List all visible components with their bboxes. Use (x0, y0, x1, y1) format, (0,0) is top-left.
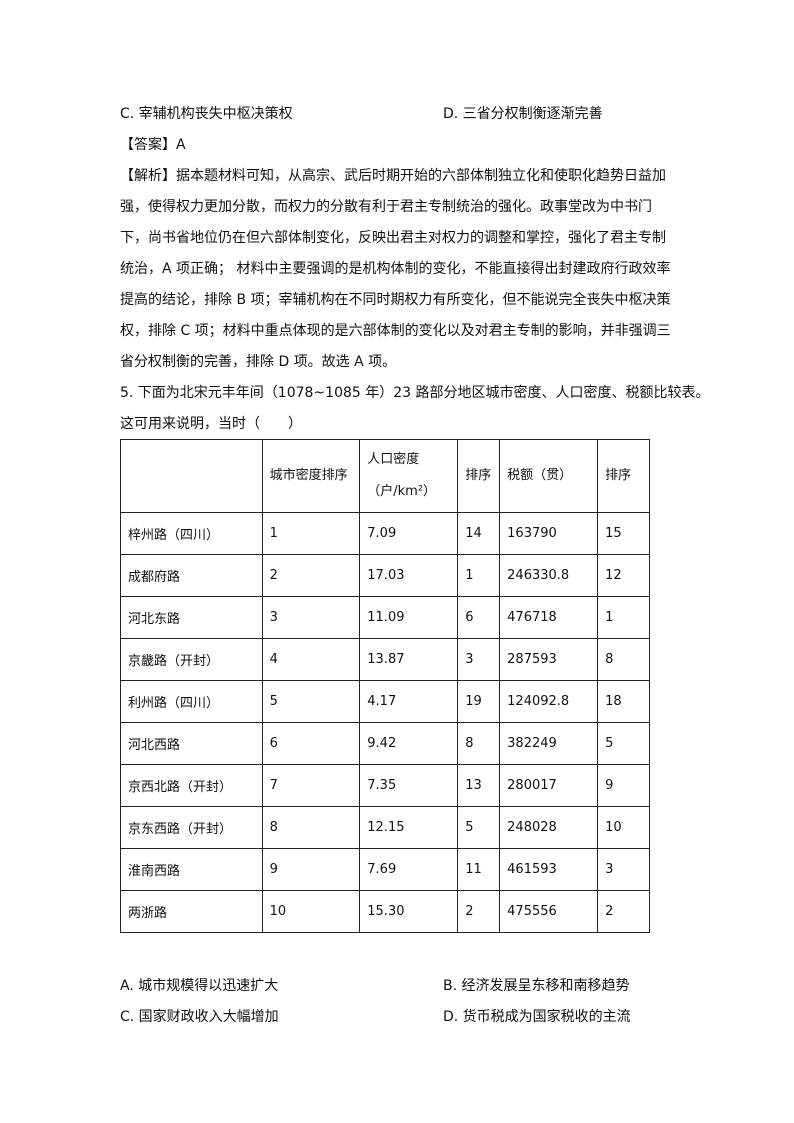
table-cell: 两浙路 (120, 890, 263, 933)
table-cell: 11 (457, 848, 501, 891)
table-cell: 2 (457, 890, 501, 933)
table-cell: 7.35 (359, 764, 459, 807)
table-cell: 京畿路（开封） (120, 638, 263, 681)
table-cell: 京东西路（开封） (120, 806, 263, 849)
table-header-cell: 税额（贯） (499, 439, 599, 513)
answer: 【答案】A (120, 137, 186, 153)
analysis-line: 【解析】据本题材料可知，从高宗、武后时期开始的六部体制独立化和使职化趋势日益加 (120, 168, 666, 184)
table-cell: 8 (597, 638, 650, 681)
option-b: B. 经济发展呈东移和南移趋势 (443, 978, 630, 994)
table-cell: 5 (597, 722, 650, 765)
table-cell: 7 (261, 764, 361, 807)
table-row: 京东西路（开封） 8 12.15 5 248028 10 (120, 806, 650, 849)
table-row: 京西北路（开封） 7 7.35 13 280017 9 (120, 764, 650, 807)
table-cell: 476718 (499, 596, 599, 639)
data-table: 城市密度排序 人口密度（户/km²） 排序 税额（贯） 排序 梓州路（四川） 1 7.09 14… (120, 439, 650, 933)
table-cell: 12 (597, 554, 650, 597)
table-cell: 15.30 (359, 890, 459, 933)
table-cell: 3 (261, 596, 361, 639)
table-row: 淮南西路 9 7.69 11 461593 3 (120, 848, 650, 891)
analysis-line: 权，排除 C 项；材料中重点体现的是六部体制的变化以及对君主专制的影响，并非强调… (120, 323, 671, 339)
table-cell: 287593 (499, 638, 599, 681)
prev-option-d: D. 三省分权制衡逐渐完善 (443, 106, 603, 122)
table-cell: 10 (597, 806, 650, 849)
table-cell: 9.42 (359, 722, 459, 765)
table-cell: 382249 (499, 722, 599, 765)
table-header-cell: 城市密度排序 (261, 439, 361, 513)
table-cell: 1 (261, 512, 361, 555)
table-cell: 12.15 (359, 806, 459, 849)
table-cell: 461593 (499, 848, 599, 891)
table-cell: 6 (261, 722, 361, 765)
table-cell: 9 (597, 764, 650, 807)
table-row: 利州路（四川） 5 4.17 19 124092.8 18 (120, 680, 650, 723)
table-row: 京畿路（开封） 4 13.87 3 287593 8 (120, 638, 650, 681)
table-cell: 6 (457, 596, 501, 639)
table-cell: 19 (457, 680, 501, 723)
analysis-line: 下，尚书省地位仍在但六部体制变化，反映出君主对权力的调整和掌控，强化了君主专制 (120, 230, 666, 246)
table-cell: 河北西路 (120, 722, 263, 765)
table-cell: 124092.8 (499, 680, 599, 723)
table-cell: 1 (597, 596, 650, 639)
table-cell: 京西北路（开封） (120, 764, 263, 807)
table-cell: 7.69 (359, 848, 459, 891)
question-stem: 5. 下面为北宋元丰年间（1078~1085 年）23 路部分地区城市密度、人口… (120, 385, 710, 401)
analysis-line: 强，使得权力更加分散，而权力的分散有利于君主专制统治的强化。政事堂改为中书门 (120, 199, 652, 215)
table-row: 梓州路（四川） 1 7.09 14 163790 15 (120, 512, 650, 555)
table-cell: 河北东路 (120, 596, 263, 639)
table-header-cell (120, 439, 263, 513)
option-a: A. 城市规模得以迅速扩大 (120, 978, 279, 994)
table-cell: 15 (597, 512, 650, 555)
table-cell: 13.87 (359, 638, 459, 681)
analysis-line: 统治，A 项正确； 材料中主要强调的是机构体制的变化，不能直接得出封建政府行政效… (120, 261, 671, 277)
table-cell: 14 (457, 512, 501, 555)
table-cell: 4.17 (359, 680, 459, 723)
table-cell: 2 (261, 554, 361, 597)
table-cell: 3 (457, 638, 501, 681)
table-cell: 5 (457, 806, 501, 849)
table-cell: 13 (457, 764, 501, 807)
question-stem: 这可用来说明，当时（ ） (120, 416, 302, 432)
table-row: 成都府路 2 17.03 1 246330.8 12 (120, 554, 650, 597)
table-cell: 3 (597, 848, 650, 891)
table-row: 河北东路 3 11.09 6 476718 1 (120, 596, 650, 639)
table-cell: 280017 (499, 764, 599, 807)
table-cell: 利州路（四川） (120, 680, 263, 723)
table-header-cell: 排序 (457, 439, 501, 513)
table-cell: 8 (261, 806, 361, 849)
option-c: C. 国家财政收入大幅增加 (120, 1009, 279, 1025)
table-cell: 18 (597, 680, 650, 723)
table-cell: 475556 (499, 890, 599, 933)
table-header-row: 城市密度排序 人口密度（户/km²） 排序 税额（贯） 排序 (120, 439, 650, 513)
table-header-cell: 排序 (597, 439, 650, 513)
table-cell: 4 (261, 638, 361, 681)
analysis-line: 提高的结论，排除 B 项；宰辅机构在不同时期权力有所变化，但不能说完全丧失中枢决… (120, 292, 671, 308)
analysis-line: 省分权制衡的完善，排除 D 项。故选 A 项。 (120, 354, 397, 370)
table-cell: 1 (457, 554, 501, 597)
table-cell: 梓州路（四川） (120, 512, 263, 555)
table-cell: 成都府路 (120, 554, 263, 597)
table-header-cell: 人口密度（户/km²） (359, 439, 459, 513)
table-cell: 10 (261, 890, 361, 933)
table-cell: 2 (597, 890, 650, 933)
table-cell: 11.09 (359, 596, 459, 639)
table-cell: 163790 (499, 512, 599, 555)
table-cell: 5 (261, 680, 361, 723)
option-d: D. 货币税成为国家税收的主流 (443, 1009, 631, 1025)
table-cell: 7.09 (359, 512, 459, 555)
table-cell: 8 (457, 722, 501, 765)
table-cell: 17.03 (359, 554, 459, 597)
table-cell: 246330.8 (499, 554, 599, 597)
table-cell: 9 (261, 848, 361, 891)
table-row: 两浙路 10 15.30 2 475556 2 (120, 890, 650, 933)
prev-option-c: C. 宰辅机构丧失中枢决策权 (120, 106, 293, 122)
table-cell: 淮南西路 (120, 848, 263, 891)
table-cell: 248028 (499, 806, 599, 849)
table-row: 河北西路 6 9.42 8 382249 5 (120, 722, 650, 765)
